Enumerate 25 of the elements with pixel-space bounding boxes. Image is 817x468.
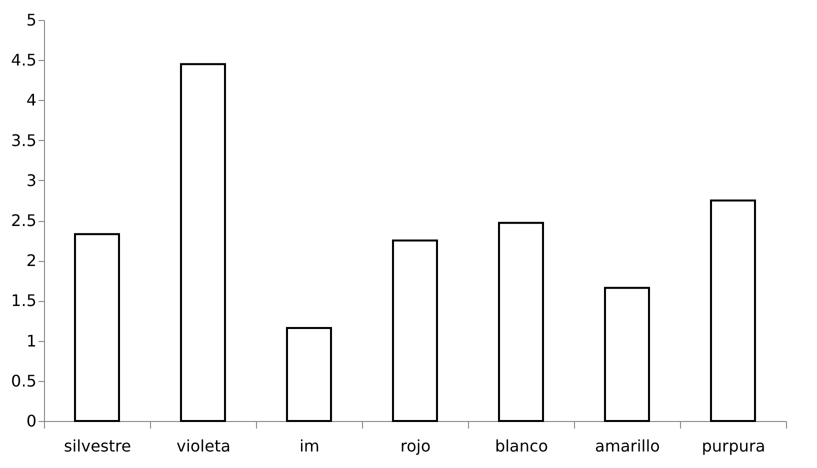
x-tick-label: violeta: [176, 436, 231, 456]
y-tick-label: 3: [26, 170, 36, 190]
y-tick-label: 1: [26, 331, 36, 350]
x-tick-label: im: [299, 436, 320, 456]
y-tick-label: 2.5: [11, 211, 36, 230]
x-tick-label: amarillo: [595, 436, 660, 456]
bar: [392, 240, 438, 422]
bar: [74, 233, 120, 422]
y-tick-label: 0: [26, 412, 36, 430]
y-tick-label: 1.5: [11, 291, 36, 310]
bar: [498, 222, 544, 422]
bar: [710, 199, 756, 422]
x-tick-label: purpura: [702, 436, 766, 456]
bar: [604, 286, 650, 422]
bar: [180, 63, 226, 422]
x-tick-label: silvestre: [64, 436, 132, 456]
x-tick-label: rojo: [400, 436, 431, 456]
bar: [286, 326, 332, 422]
y-tick-label: 4.5: [11, 50, 36, 70]
y-tick-label: 3.5: [11, 130, 36, 150]
y-tick-label: 4: [26, 90, 36, 110]
y-tick-label: 2: [26, 251, 36, 270]
x-tick-label: blanco: [494, 436, 548, 456]
y-tick-label: 0.5: [11, 371, 36, 390]
y-tick-label: 5: [26, 10, 36, 30]
